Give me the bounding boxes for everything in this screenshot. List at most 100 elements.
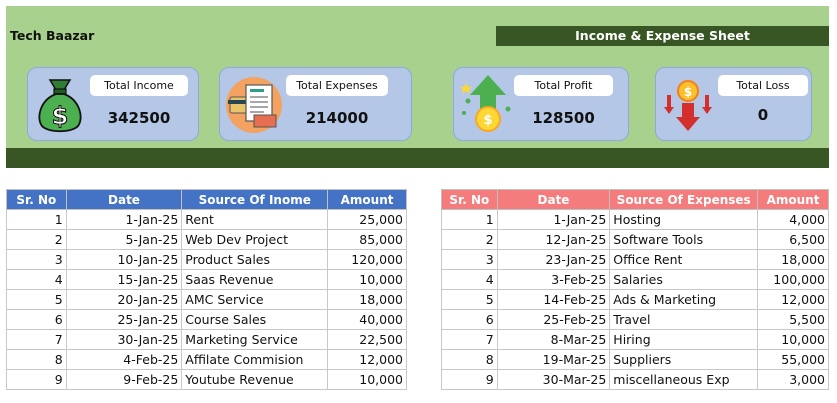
- income-source-cell[interactable]: AMC Service: [181, 289, 329, 310]
- expense-source-cell[interactable]: Ads & Marketing: [609, 289, 759, 310]
- income-sr-cell[interactable]: 1: [6, 209, 67, 230]
- expense-header-date[interactable]: Date: [496, 189, 611, 210]
- expense-amount-cell[interactable]: 100,000: [757, 269, 829, 290]
- income-source-cell[interactable]: Rent: [181, 209, 329, 230]
- income-table-row: 3 10-Jan-25 Product Sales 120,000: [6, 249, 407, 270]
- income-amount-cell[interactable]: 10,000: [327, 369, 407, 390]
- expense-amount-cell[interactable]: 4,000: [757, 209, 829, 230]
- svg-text:$: $: [52, 102, 69, 130]
- income-amount-cell[interactable]: 22,500: [327, 329, 407, 350]
- income-date-cell[interactable]: 20-Jan-25: [65, 289, 183, 310]
- expense-sr-cell[interactable]: 5: [441, 289, 498, 310]
- income-sr-cell[interactable]: 3: [6, 249, 67, 270]
- income-amount-cell[interactable]: 18,000: [327, 289, 407, 310]
- income-amount-cell[interactable]: 40,000: [327, 309, 407, 330]
- income-date-cell[interactable]: 9-Feb-25: [65, 369, 183, 390]
- total-profit-label: Total Profit: [514, 75, 613, 96]
- expense-source-cell[interactable]: Office Rent: [609, 249, 759, 270]
- expense-sr-cell[interactable]: 3: [441, 249, 498, 270]
- expense-date-cell[interactable]: 30-Mar-25: [496, 369, 611, 390]
- expense-amount-cell[interactable]: 55,000: [757, 349, 829, 370]
- income-table-row: 8 4-Feb-25 Affilate Commision 12,000: [6, 349, 407, 370]
- expense-source-cell[interactable]: Hosting: [609, 209, 759, 230]
- income-header-source[interactable]: Source Of Inome: [181, 189, 329, 210]
- income-date-cell[interactable]: 1-Jan-25: [65, 209, 183, 230]
- income-date-cell[interactable]: 5-Jan-25: [65, 229, 183, 250]
- expense-header-source[interactable]: Source Of Expenses: [609, 189, 759, 210]
- svg-text:$: $: [684, 85, 692, 99]
- income-sr-cell[interactable]: 8: [6, 349, 67, 370]
- income-table-row: 4 15-Jan-25 Saas Revenue 10,000: [6, 269, 407, 290]
- income-amount-cell[interactable]: 85,000: [327, 229, 407, 250]
- income-source-cell[interactable]: Saas Revenue: [181, 269, 329, 290]
- income-source-cell[interactable]: Youtube Revenue: [181, 369, 329, 390]
- expense-sr-cell[interactable]: 9: [441, 369, 498, 390]
- expense-sr-cell[interactable]: 6: [441, 309, 498, 330]
- expense-source-cell[interactable]: Hiring: [609, 329, 759, 350]
- expense-table-row: 9 30-Mar-25 miscellaneous Exp 3,000: [441, 369, 829, 390]
- income-table-header-row: Sr. No Date Source Of Inome Amount: [6, 189, 407, 210]
- expense-source-cell[interactable]: Suppliers: [609, 349, 759, 370]
- income-header-date[interactable]: Date: [65, 189, 183, 210]
- expense-amount-cell[interactable]: 10,000: [757, 329, 829, 350]
- invoice-icon: [226, 77, 282, 133]
- income-source-cell[interactable]: Product Sales: [181, 249, 329, 270]
- expense-source-cell[interactable]: miscellaneous Exp: [609, 369, 759, 390]
- expense-date-cell[interactable]: 23-Jan-25: [496, 249, 611, 270]
- income-sr-cell[interactable]: 6: [6, 309, 67, 330]
- income-source-cell[interactable]: Web Dev Project: [181, 229, 329, 250]
- expense-source-cell[interactable]: Salaries: [609, 269, 759, 290]
- income-amount-cell[interactable]: 25,000: [327, 209, 407, 230]
- expense-table-row: 6 25-Feb-25 Travel 5,500: [441, 309, 829, 330]
- income-sr-cell[interactable]: 4: [6, 269, 67, 290]
- income-source-cell[interactable]: Affilate Commision: [181, 349, 329, 370]
- income-amount-cell[interactable]: 10,000: [327, 269, 407, 290]
- income-sr-cell[interactable]: 7: [6, 329, 67, 350]
- expense-table-row: 4 3-Feb-25 Salaries 100,000: [441, 269, 829, 290]
- expense-amount-cell[interactable]: 5,500: [757, 309, 829, 330]
- expense-header-amount[interactable]: Amount: [757, 189, 829, 210]
- total-income-value: 342500: [107, 109, 171, 127]
- expense-sr-cell[interactable]: 8: [441, 349, 498, 370]
- expense-date-cell[interactable]: 1-Jan-25: [496, 209, 611, 230]
- income-table-row: 2 5-Jan-25 Web Dev Project 85,000: [6, 229, 407, 250]
- expense-table-row: 8 19-Mar-25 Suppliers 55,000: [441, 349, 829, 370]
- expense-amount-cell[interactable]: 12,000: [757, 289, 829, 310]
- income-header-amount[interactable]: Amount: [327, 189, 407, 210]
- income-date-cell[interactable]: 15-Jan-25: [65, 269, 183, 290]
- income-table-row: 5 20-Jan-25 AMC Service 18,000: [6, 289, 407, 310]
- expense-amount-cell[interactable]: 6,500: [757, 229, 829, 250]
- income-amount-cell[interactable]: 12,000: [327, 349, 407, 370]
- income-source-cell[interactable]: Course Sales: [181, 309, 329, 330]
- expense-sr-cell[interactable]: 4: [441, 269, 498, 290]
- expense-date-cell[interactable]: 3-Feb-25: [496, 269, 611, 290]
- expense-table-row: 1 1-Jan-25 Hosting 4,000: [441, 209, 829, 230]
- expense-header-sr[interactable]: Sr. No: [441, 189, 498, 210]
- expense-table-row: 5 14-Feb-25 Ads & Marketing 12,000: [441, 289, 829, 310]
- income-sr-cell[interactable]: 2: [6, 229, 67, 250]
- profit-arrow-icon: $: [460, 75, 511, 132]
- expense-source-cell[interactable]: Software Tools: [609, 229, 759, 250]
- expense-table-row: 3 23-Jan-25 Office Rent 18,000: [441, 249, 829, 270]
- expense-date-cell[interactable]: 19-Mar-25: [496, 349, 611, 370]
- expense-date-cell[interactable]: 12-Jan-25: [496, 229, 611, 250]
- income-date-cell[interactable]: 30-Jan-25: [65, 329, 183, 350]
- expense-sr-cell[interactable]: 1: [441, 209, 498, 230]
- expense-date-cell[interactable]: 8-Mar-25: [496, 329, 611, 350]
- expense-date-cell[interactable]: 25-Feb-25: [496, 309, 611, 330]
- income-source-cell[interactable]: Marketing Service: [181, 329, 329, 350]
- expense-source-cell[interactable]: Travel: [609, 309, 759, 330]
- income-table-row: 1 1-Jan-25 Rent 25,000: [6, 209, 407, 230]
- income-date-cell[interactable]: 4-Feb-25: [65, 349, 183, 370]
- income-sr-cell[interactable]: 5: [6, 289, 67, 310]
- expense-amount-cell[interactable]: 3,000: [757, 369, 829, 390]
- income-amount-cell[interactable]: 120,000: [327, 249, 407, 270]
- income-header-sr[interactable]: Sr. No: [6, 189, 67, 210]
- expense-date-cell[interactable]: 14-Feb-25: [496, 289, 611, 310]
- expense-sr-cell[interactable]: 7: [441, 329, 498, 350]
- expense-sr-cell[interactable]: 2: [441, 229, 498, 250]
- income-date-cell[interactable]: 25-Jan-25: [65, 309, 183, 330]
- income-sr-cell[interactable]: 9: [6, 369, 67, 390]
- income-date-cell[interactable]: 10-Jan-25: [65, 249, 183, 270]
- expense-amount-cell[interactable]: 18,000: [757, 249, 829, 270]
